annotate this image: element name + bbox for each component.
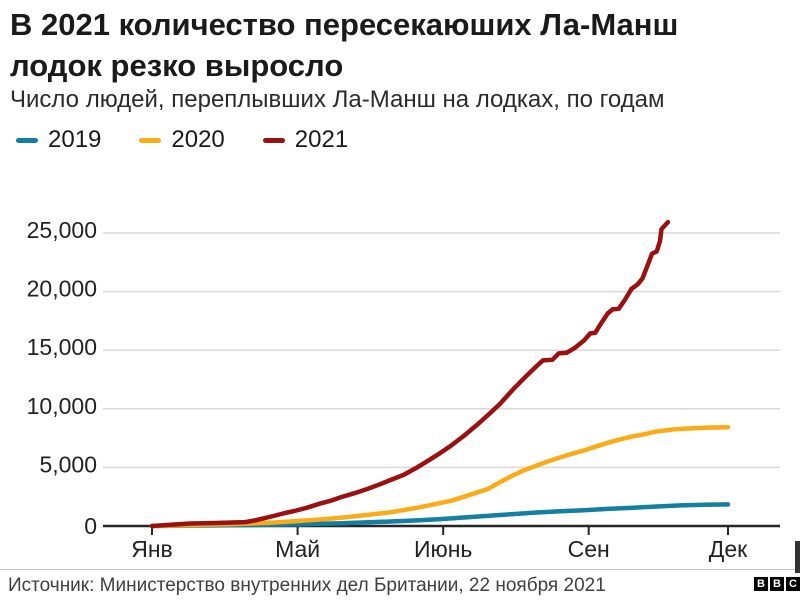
x-axis-tick-label: Дек	[709, 536, 748, 562]
legend-swatch-2021-icon	[262, 137, 285, 143]
legend-label-2021: 2021	[294, 126, 349, 153]
legend-label-2020: 2020	[171, 126, 225, 153]
footer-divider	[0, 569, 800, 570]
y-axis-tick-label: 0	[84, 513, 97, 539]
chart-title: В 2021 количество пересекаюших Ла-Манш л…	[10, 7, 679, 83]
series-line-2020	[149, 424, 731, 529]
x-axis-tick-label: Сен	[568, 536, 610, 562]
y-axis-tick-label: 25,000	[27, 217, 97, 243]
legend-swatch-2020-icon	[139, 137, 162, 143]
x-axis-tick-label: Май	[275, 536, 320, 562]
bbc-logo-letter: C	[786, 577, 800, 591]
y-axis-tick-label: 15,000	[27, 334, 97, 360]
y-axis-tick-label: 20,000	[27, 276, 97, 302]
right-edge-cropped-element	[795, 541, 800, 573]
y-axis-tick-label: 10,000	[27, 393, 97, 419]
line-chart: 0 5,000 10,000 15,000 20,000 25,000 Янв Май Июнь…	[27, 217, 780, 562]
chart-subtitle: Число людей, переплывших Ла-Манш на лодк…	[10, 86, 665, 113]
legend-label-2019: 2019	[48, 126, 102, 153]
x-axis-tick-label: Июнь	[414, 536, 472, 562]
bbc-logo-letter: B	[770, 577, 784, 591]
chart-legend: 2019 2020 2021	[16, 126, 386, 154]
legend-item-2019: 2019	[16, 126, 101, 154]
bbc-logo-letter: B	[754, 577, 768, 591]
bbc-logo: B B C	[754, 577, 800, 591]
legend-swatch-2019-icon	[16, 137, 38, 143]
y-axis-tick-label: 5,000	[39, 451, 97, 477]
legend-item-2020: 2020	[139, 126, 225, 154]
legend-item-2021: 2021	[262, 126, 349, 154]
source-text: Источник: Министерство внутренних дел Бр…	[8, 575, 606, 596]
x-axis-tick-label: Янв	[131, 536, 173, 562]
series-line-2021	[149, 219, 671, 529]
